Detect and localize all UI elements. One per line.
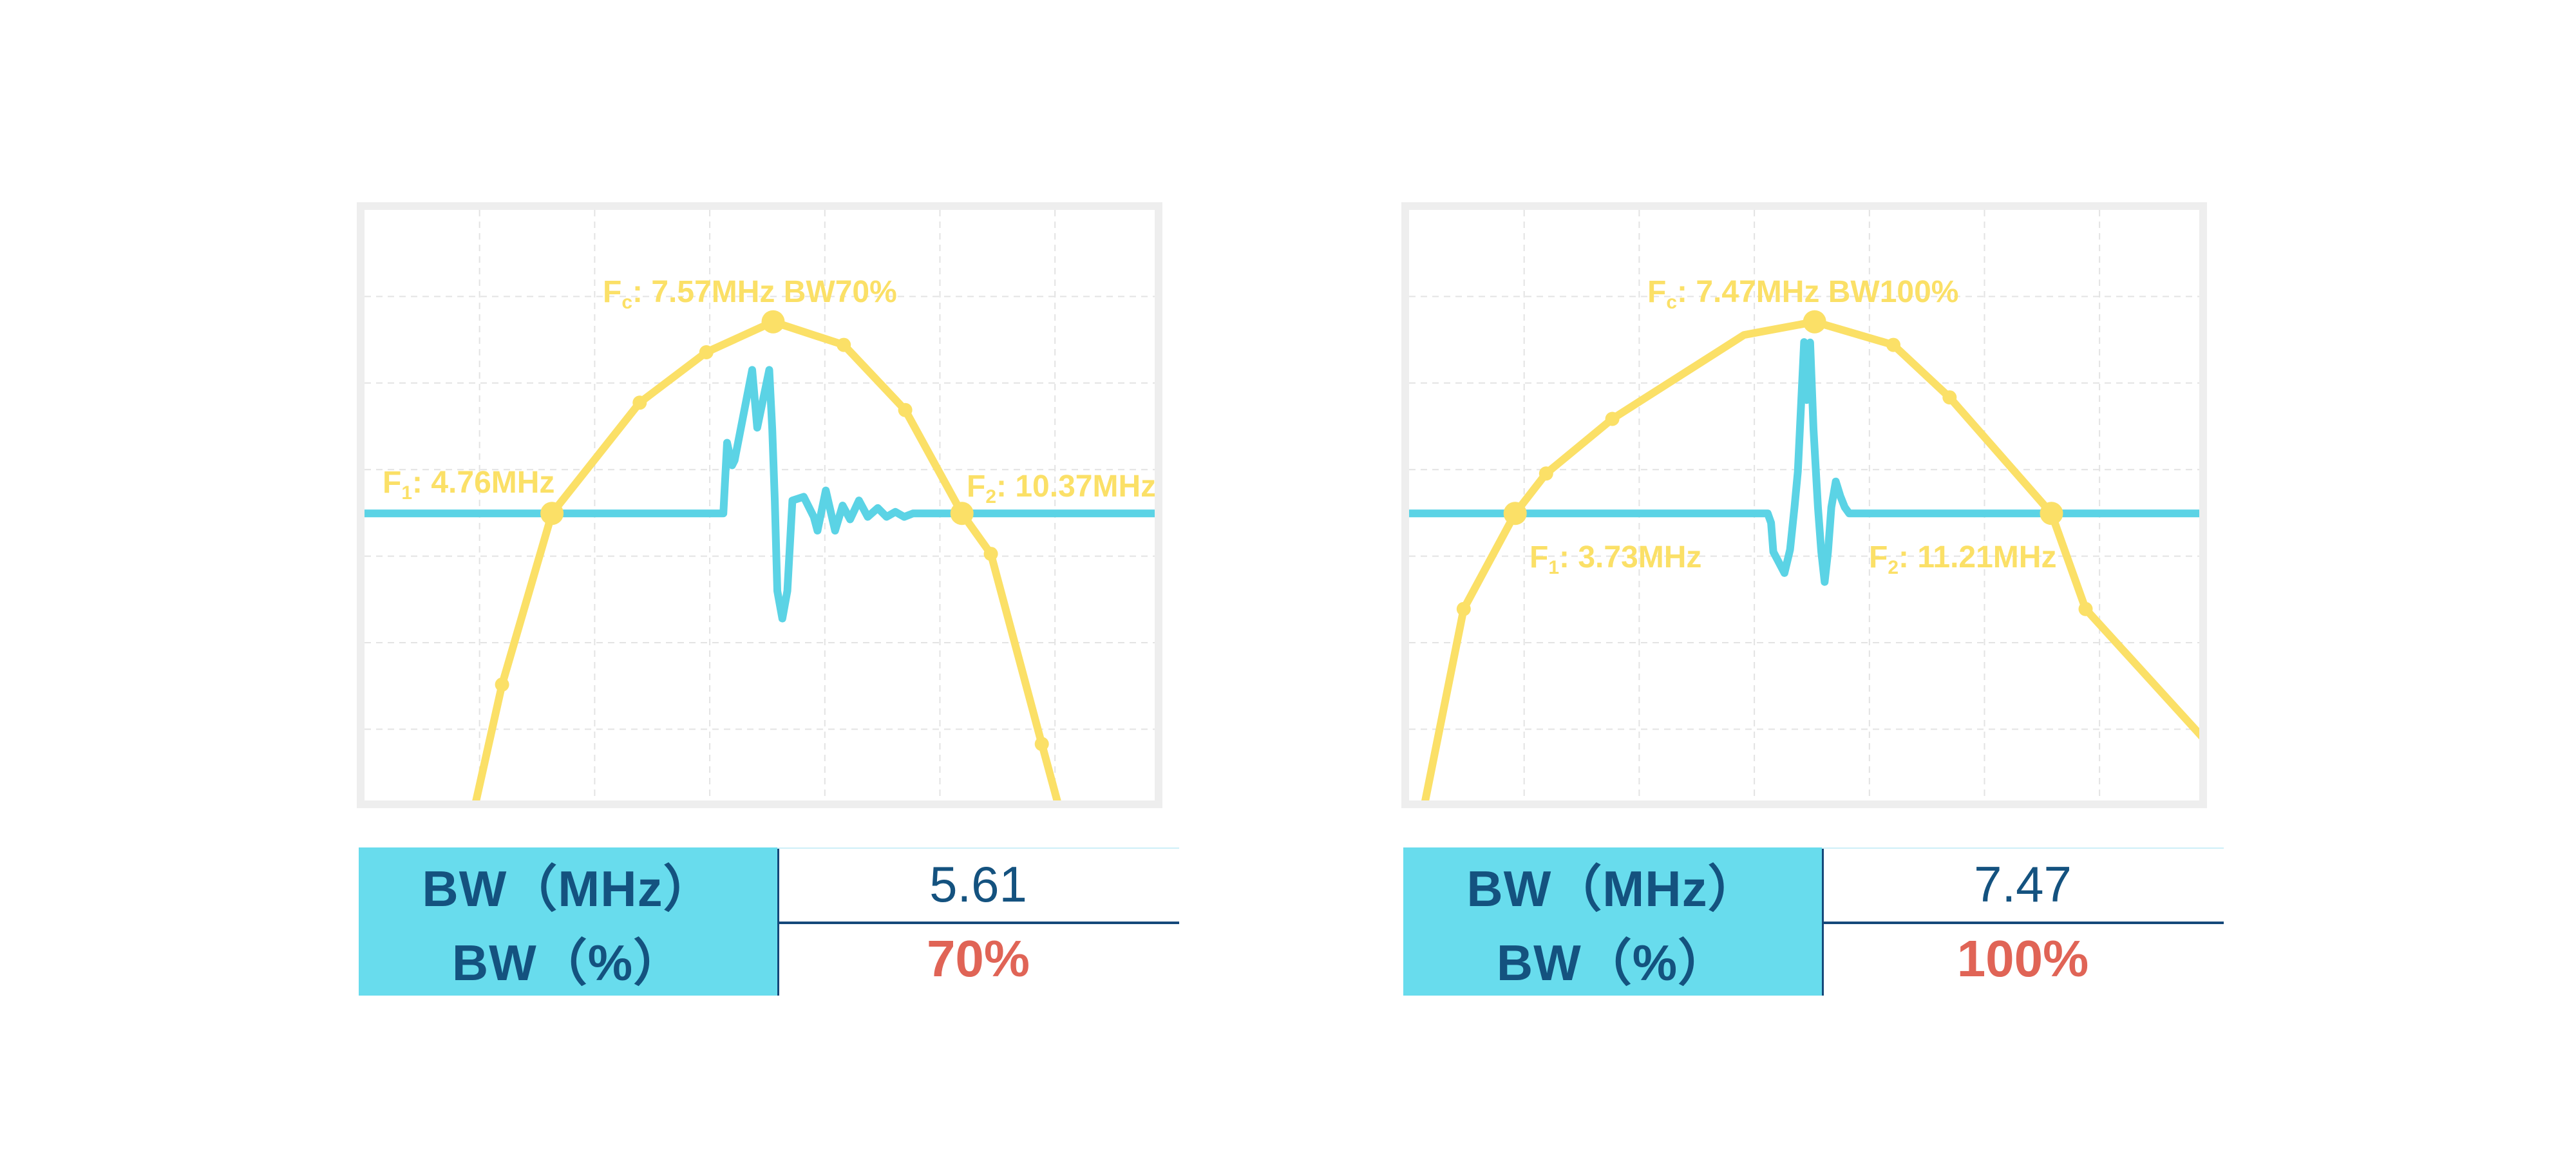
svg-text:Fc: 7.57MHz BW70%: Fc: 7.57MHz BW70% — [603, 275, 897, 313]
svg-text:Fc: 7.47MHz BW100%: Fc: 7.47MHz BW100% — [1647, 275, 1958, 313]
svg-text:F1: 4.76MHz: F1: 4.76MHz — [383, 466, 554, 504]
svg-text:F1: 3.73MHz: F1: 3.73MHz — [1530, 540, 1701, 578]
svg-text:F2: 11.21MHz: F2: 11.21MHz — [1869, 540, 2056, 578]
svg-text:F2: 10.37MHz: F2: 10.37MHz — [967, 469, 1156, 507]
